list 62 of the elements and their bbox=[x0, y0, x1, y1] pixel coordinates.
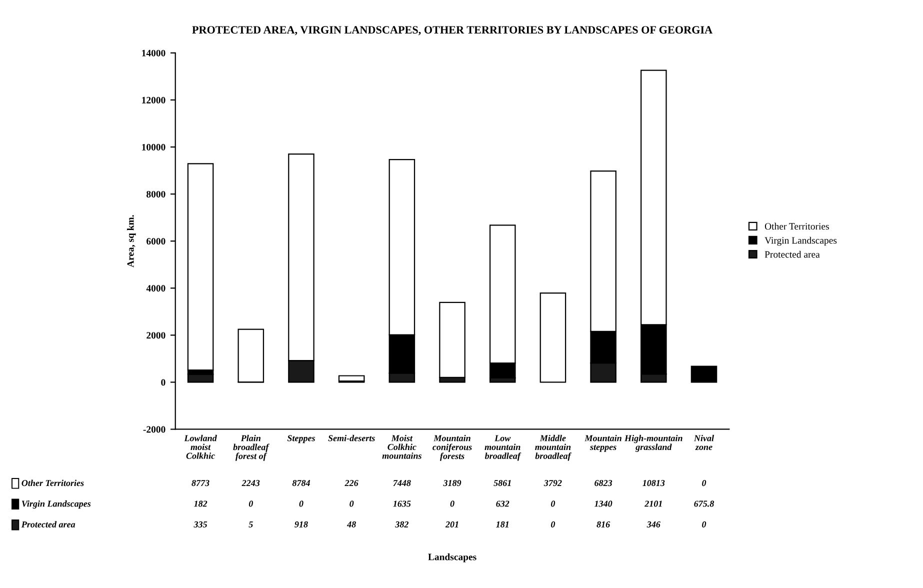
data-label: 816 bbox=[596, 521, 610, 528]
data-label: 181 bbox=[496, 521, 508, 528]
data-label: 1635 bbox=[393, 500, 411, 507]
data-label: 0 bbox=[551, 521, 556, 528]
y-tick-label: 4000 bbox=[146, 285, 166, 292]
x-tick-label: Mountain coniferous forests bbox=[432, 434, 472, 461]
x-tick-label: Middle mountain broadleaf bbox=[535, 434, 572, 461]
x-tick-label: High-mountain grassland bbox=[624, 434, 682, 452]
data-label: 335 bbox=[194, 521, 208, 528]
data-label: 0 bbox=[702, 480, 706, 486]
y-tick-label: 0 bbox=[161, 379, 166, 386]
data-label: 0 bbox=[248, 500, 253, 507]
data-label: 675.8 bbox=[694, 500, 714, 507]
data-label: 8784 bbox=[292, 480, 310, 486]
text: Landscapes bbox=[428, 553, 476, 562]
x-tick-label: Plain broadleaf forest of bbox=[233, 434, 270, 461]
data-label: 48 bbox=[346, 521, 356, 528]
y-tick-label: 8000 bbox=[146, 190, 166, 198]
data-label: 0 bbox=[702, 521, 706, 528]
y-tick-label: 6000 bbox=[146, 238, 166, 245]
data-label: 3189 bbox=[443, 480, 462, 486]
data-label: 7448 bbox=[393, 480, 411, 486]
data-label: 632 bbox=[496, 500, 510, 507]
data-label: 182 bbox=[194, 500, 208, 507]
data-label: 2101 bbox=[644, 500, 662, 507]
data-label: 6823 bbox=[594, 480, 612, 486]
legend-label: Other Territories bbox=[764, 222, 829, 230]
y-tick-label: 12000 bbox=[142, 96, 166, 104]
data-label: 201 bbox=[445, 521, 458, 528]
x-tick-label: Nival zone bbox=[694, 434, 714, 450]
data-label: 8773 bbox=[192, 480, 210, 486]
data-label: 0 bbox=[450, 500, 454, 507]
data-label: 918 bbox=[294, 521, 308, 528]
data-label: 346 bbox=[646, 521, 660, 528]
legend-label: Protected area bbox=[764, 250, 820, 258]
text: Virgin Landscapes bbox=[22, 500, 91, 509]
text: Protected area bbox=[21, 521, 76, 528]
data-label: 382 bbox=[395, 521, 408, 528]
data-label: 5 bbox=[248, 521, 253, 528]
x-tick-label: Semi-deserts bbox=[328, 434, 375, 442]
chart-title: PROTECTED AREA, VIRGIN LANDSCAPES, OTHER TERRITORIES BY LANDSCAPES OF GEORGIA bbox=[192, 26, 712, 36]
y-tick-label: -2000 bbox=[143, 426, 166, 433]
legend-label: Virgin Landscapes bbox=[764, 236, 837, 246]
data-label: 3792 bbox=[544, 480, 562, 486]
x-tick-label: Mountain steppes bbox=[584, 434, 622, 452]
data-label: 2243 bbox=[242, 480, 260, 486]
y-tick-label: 14000 bbox=[142, 50, 166, 56]
data-label: 10813 bbox=[642, 480, 665, 486]
y-axis-title: Area, sq km. bbox=[126, 215, 136, 268]
data-label: 0 bbox=[299, 500, 304, 507]
x-tick-label: Lowland moist Colkhic bbox=[184, 434, 217, 459]
x-tick-label: Moist Colkhic mountains bbox=[382, 434, 422, 459]
text: Other Territories bbox=[22, 480, 84, 486]
data-label: 1340 bbox=[594, 500, 612, 507]
y-tick-label: 2000 bbox=[146, 332, 166, 339]
data-label: 226 bbox=[344, 480, 358, 486]
data-label: 0 bbox=[350, 500, 354, 507]
x-tick-label: Low mountain broadleaf bbox=[484, 435, 522, 461]
x-tick-label: Steppes bbox=[287, 435, 315, 444]
y-tick-label: 10000 bbox=[142, 144, 166, 150]
data-label: 5861 bbox=[494, 480, 511, 486]
data-label: 0 bbox=[551, 500, 556, 507]
